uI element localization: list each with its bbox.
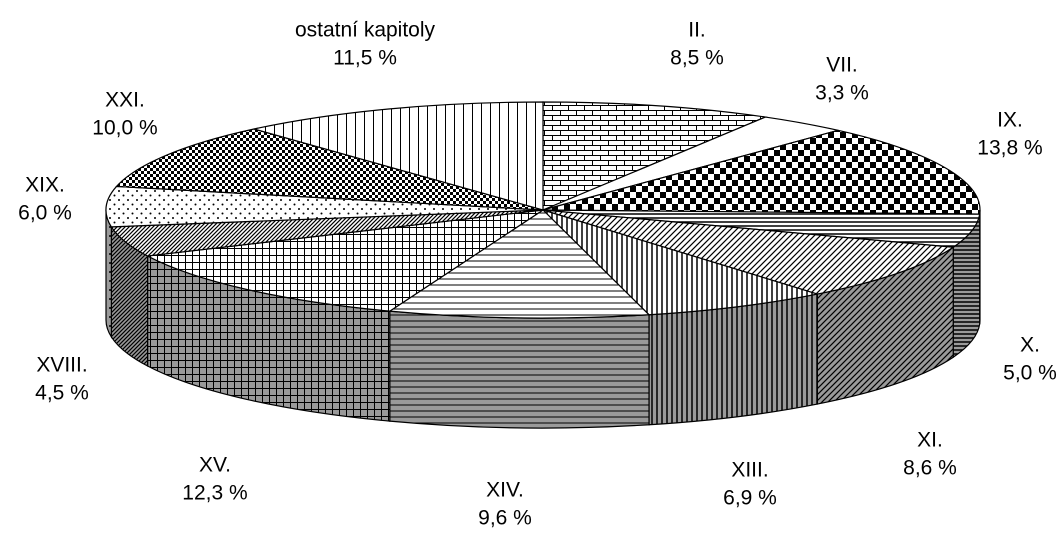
- slice-value-label: 4,5 %: [35, 382, 89, 405]
- pie-sides: [105, 209, 981, 429]
- slice-value-label: 13,8 %: [977, 137, 1042, 160]
- slice-label: IX.: [997, 109, 1023, 132]
- slice-label: XIII.: [731, 459, 768, 482]
- pie-slice: [115, 128, 544, 211]
- slice-value-label: 11,5 %: [333, 47, 397, 70]
- slice-label: II.: [688, 19, 706, 42]
- slice-label: X.: [1020, 334, 1040, 357]
- slice-label: ostatní kapitoly: [295, 19, 436, 42]
- slice-label: VII.: [826, 54, 858, 77]
- pie-slice: [253, 101, 544, 211]
- pie-slice: [105, 185, 544, 228]
- slice-label: XIX.: [25, 174, 65, 197]
- pie-slice: [542, 209, 818, 316]
- slice-value-label: 8,5 %: [670, 47, 724, 70]
- pie-slice: [542, 129, 981, 215]
- slice-value-label: 5,0 %: [1003, 362, 1057, 385]
- slice-label: XVIII.: [36, 354, 87, 377]
- pie-top: [105, 101, 981, 319]
- slice-label: XIV.: [486, 479, 524, 502]
- pie-side: [389, 310, 650, 429]
- slice-value-label: 12,3 %: [182, 482, 247, 505]
- pie-slice: [145, 209, 544, 312]
- slice-value-label: 10,0 %: [92, 117, 157, 140]
- pie-slice: [542, 101, 768, 211]
- slice-label: XXI.: [105, 89, 145, 112]
- pie-side: [648, 293, 818, 426]
- slice-label: XV.: [199, 454, 231, 477]
- slice-label: XI.: [917, 429, 943, 452]
- slice-value-label: 9,6 %: [478, 507, 532, 530]
- slice-value-label: 6,0 %: [18, 202, 72, 225]
- slice-value-label: 8,6 %: [903, 457, 957, 480]
- slice-value-label: 6,9 %: [723, 487, 777, 510]
- pie-slice: [388, 209, 651, 319]
- pie-side: [105, 209, 112, 339]
- slice-value-label: 3,3 %: [815, 82, 869, 105]
- pie-slice: [542, 209, 955, 295]
